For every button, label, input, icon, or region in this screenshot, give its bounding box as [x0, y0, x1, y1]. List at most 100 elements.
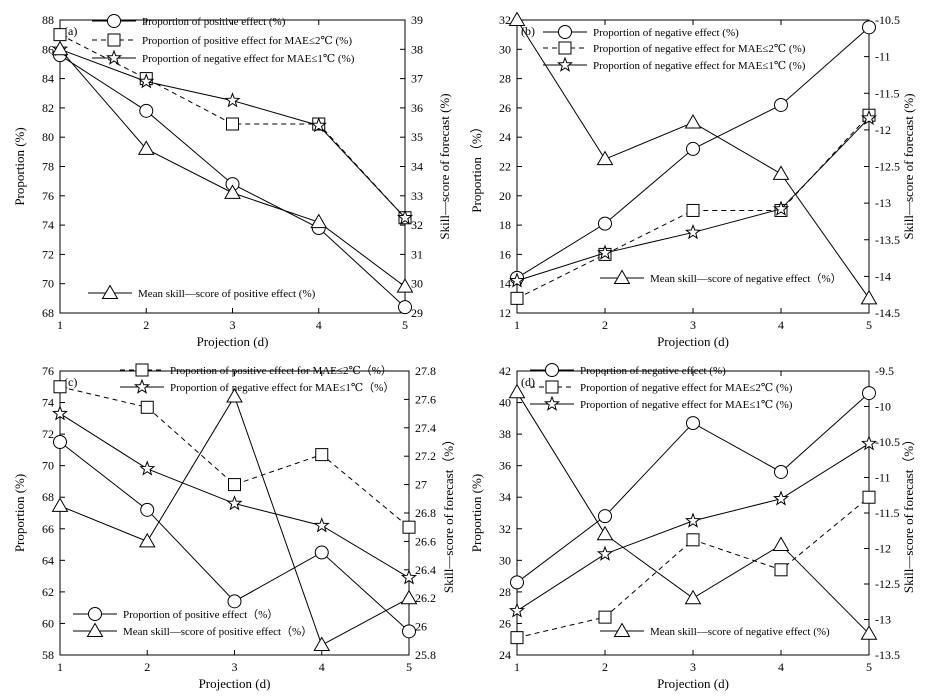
y-left-tick-label: 24 — [499, 130, 511, 144]
x-tick-label: 3 — [690, 660, 696, 674]
legend-label: Proportion of positive effect（%） — [123, 608, 278, 621]
data-point-star — [51, 405, 69, 421]
y-right-tick-label: -11.5 — [875, 506, 900, 520]
data-point-star — [313, 517, 330, 533]
data-point-triangle — [138, 532, 156, 548]
legend-label: Mean skill—score of negative effect（%） — [650, 272, 842, 285]
legend-entry: Mean skill—score of negative effect (%) — [600, 622, 830, 638]
x-tick-label: 3 — [232, 660, 238, 674]
panel-label: (c) — [64, 375, 77, 389]
data-point-square — [53, 28, 67, 42]
data-point-triangle — [508, 11, 526, 26]
legend-label: Proportion of positive effect for MAE≤2℃… — [170, 364, 392, 377]
data-point-circle — [862, 20, 876, 35]
legend-entry: Mean skill—score of negative effect（%） — [600, 269, 842, 285]
data-point-star — [508, 272, 526, 288]
data-point-square — [510, 291, 524, 305]
y-left-tick-label: 20 — [499, 189, 511, 203]
legend-entry: Proportion of negative effect (%) — [530, 363, 726, 377]
data-point-square — [228, 478, 241, 492]
data-point-circle — [774, 97, 788, 112]
y-left-tick-label: 26 — [499, 101, 511, 115]
legend-label: Proportion of negative effect for MAE≤1℃… — [580, 399, 793, 411]
data-point-square — [226, 117, 239, 131]
y-right-tick-label: 33 — [411, 189, 423, 203]
x-axis-label: Projection (d) — [199, 676, 271, 691]
data-point-circle — [402, 624, 416, 639]
data-point-square — [862, 490, 876, 504]
y-left-tick-label: 18 — [499, 218, 511, 232]
data-point-circle — [686, 416, 700, 431]
y-right-tick-label: -13 — [875, 196, 891, 210]
y-left-tick-label: 58 — [42, 648, 54, 662]
legend-entry: Proportion of negative effect for MAE≤2℃… — [543, 41, 806, 55]
y-left-tick-label: 36 — [499, 459, 511, 473]
chart-panel-b: 1 2 3 4 51214161820222426283032-14.5-14-13.5… — [469, 11, 916, 349]
legend-marker-star — [543, 395, 561, 411]
y-right-tick-label: -11 — [875, 471, 891, 485]
y-left-tick-label: 30 — [499, 42, 511, 56]
legend-marker-circle — [545, 363, 559, 377]
y-right-tick-label: 32 — [411, 218, 423, 232]
legend-marker-square — [558, 41, 572, 55]
y-left-tick-label: 68 — [42, 306, 54, 320]
data-point-triangle — [400, 589, 418, 605]
data-point-star — [684, 512, 702, 528]
y-left-tick-label: 76 — [42, 189, 54, 203]
y-right-tick-label: -10.5 — [875, 13, 900, 27]
data-point-square — [686, 533, 700, 547]
y-right-tick-label: 26.2 — [415, 591, 436, 605]
legend-label: Proportion of negative effect for MAE≤1℃… — [142, 53, 355, 65]
y-left-tick-label: 70 — [42, 277, 54, 291]
legend-entry: Proportion of positive effect (%) — [92, 14, 286, 28]
y-left-tick-label: 62 — [42, 585, 54, 599]
y-right-tick-label: 38 — [411, 42, 423, 56]
x-tick-label: 4 — [319, 660, 325, 674]
y-right-tick-label: 37 — [411, 72, 423, 86]
y-right-tick-label: 26 — [415, 620, 427, 634]
legend-entry: Proportion of negative effect for MAE≤1℃… — [530, 395, 793, 411]
data-point-triangle — [860, 625, 878, 640]
x-tick-label: 5 — [402, 318, 408, 332]
y-right-tick-label: -14 — [875, 269, 891, 283]
x-tick-label: 1 — [514, 660, 520, 674]
y-left-tick-label: 16 — [499, 247, 511, 261]
y-left-tick-label: 72 — [42, 427, 54, 441]
y-left-axis-label: Proportion (%) — [469, 474, 484, 552]
data-point-triangle — [508, 383, 526, 399]
y-right-tick-label: -12.5 — [875, 577, 900, 591]
data-point-circle — [686, 141, 700, 156]
y-right-tick-label: -9.5 — [875, 364, 894, 378]
y-right-tick-label: 27.4 — [415, 421, 436, 435]
data-point-triangle — [860, 289, 878, 305]
data-point-star — [772, 200, 790, 216]
panel-label: (d) — [521, 375, 535, 389]
y-right-tick-label: -13.5 — [875, 233, 900, 247]
data-point-circle — [598, 216, 612, 231]
data-point-square — [315, 448, 329, 462]
data-point-star — [596, 545, 614, 561]
y-right-tick-label: 35 — [411, 130, 423, 144]
y-right-tick-label: 36 — [411, 101, 423, 115]
y-left-tick-label: 38 — [499, 427, 511, 441]
y-left-tick-label: 72 — [42, 247, 54, 261]
y-left-axis-label: Proportion (%) — [12, 474, 27, 552]
x-tick-label: 4 — [316, 318, 322, 332]
data-point-square — [140, 400, 154, 414]
data-point-star — [224, 92, 241, 108]
data-point-star — [596, 244, 614, 260]
x-tick-label: 4 — [778, 318, 784, 332]
y-left-tick-label: 34 — [499, 490, 511, 504]
y-left-tick-label: 80 — [42, 130, 54, 144]
y-right-tick-label: -12 — [875, 542, 891, 556]
x-tick-label: 2 — [602, 660, 608, 674]
legend-label: Proportion of negative effect for MAE≤2℃… — [580, 382, 793, 394]
legend-entry: Mean skill—score of positive effect（%） — [73, 622, 312, 638]
y-left-tick-label: 78 — [42, 160, 54, 174]
y-left-tick-label: 86 — [42, 42, 54, 56]
data-point-star — [226, 495, 243, 511]
data-point-star — [396, 209, 414, 225]
y-left-tick-label: 82 — [42, 101, 54, 115]
legend-label: Proportion of negative effect (%) — [580, 365, 726, 377]
data-point-star — [860, 435, 878, 451]
